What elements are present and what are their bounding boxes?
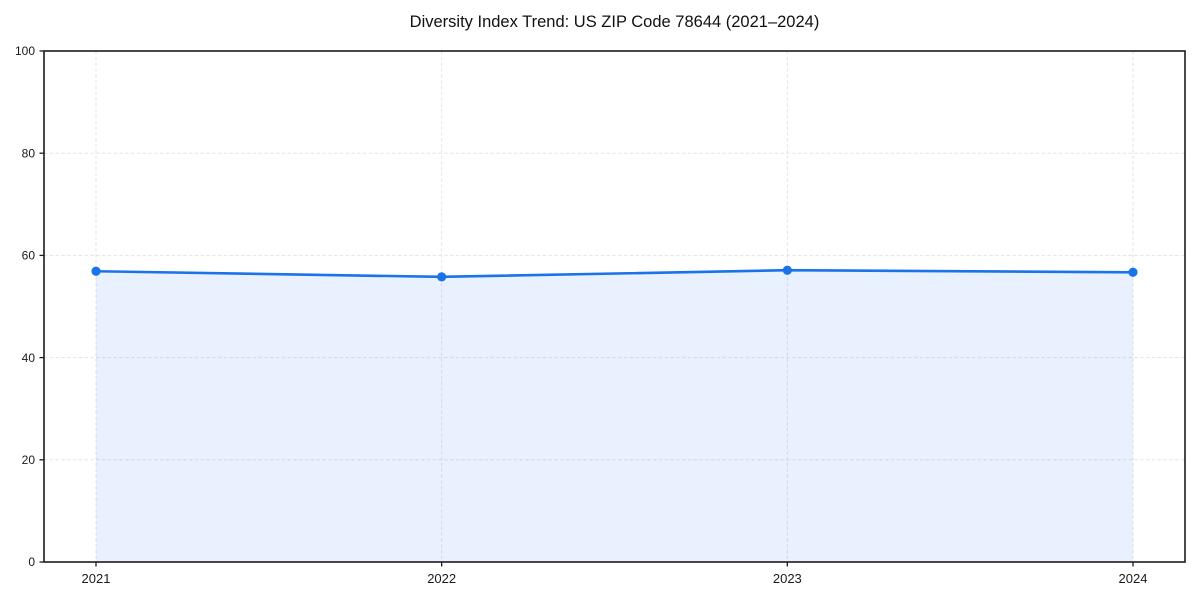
data-point-2022 [437,272,447,282]
y-tick-label: 40 [22,351,36,365]
data-point-2023 [782,265,792,275]
y-tick-label: 60 [22,249,36,263]
data-point-2021 [91,266,101,276]
x-tick-label: 2021 [82,571,111,586]
plot-frame [43,50,1186,563]
y-tick-label: 80 [22,146,36,160]
data-point-2024 [1128,267,1138,277]
y-tick-label: 100 [15,44,35,58]
x-tick-label: 2024 [1119,571,1148,586]
x-tick-label: 2023 [773,571,802,586]
y-tick-label: 0 [28,555,35,569]
trend-line [94,268,1135,279]
area-fill [96,270,1133,562]
x-tick-label: 2022 [427,571,456,586]
chart-title: Diversity Index Trend: US ZIP Code 78644… [409,13,820,31]
y-tick-label: 20 [22,453,36,467]
